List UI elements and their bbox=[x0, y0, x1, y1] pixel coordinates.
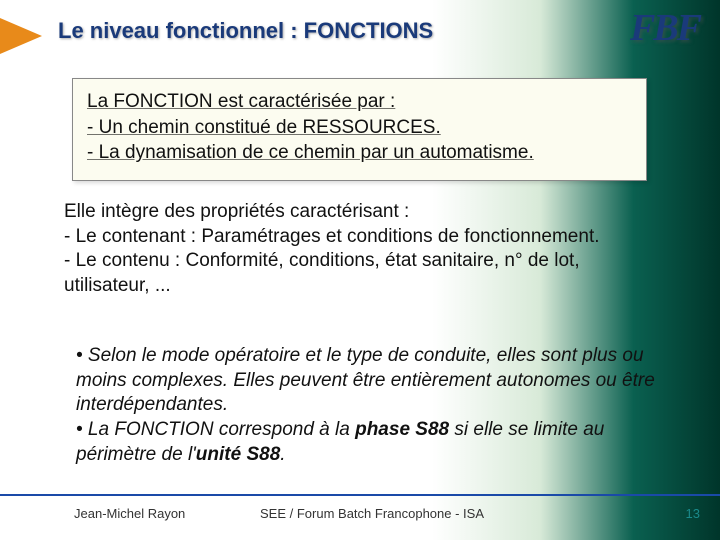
footer-center: SEE / Forum Batch Francophone - ISA bbox=[260, 506, 484, 521]
accent-triangle bbox=[0, 18, 42, 54]
box-line-3: - La dynamisation de ce chemin par un au… bbox=[87, 140, 632, 166]
unite-s88: unité S88 bbox=[196, 444, 280, 465]
box-line-1: La FONCTION est caractérisée par : bbox=[87, 89, 632, 115]
body2-bullet-2: • La FONCTION correspond à la phase S88 … bbox=[76, 418, 656, 467]
b2-part-c: . bbox=[280, 444, 285, 465]
body1-line-3: - Le contenu : Conformité, conditions, é… bbox=[64, 249, 654, 298]
notes-block: • Selon le mode opératoire et le type de… bbox=[76, 344, 656, 467]
slide-title: Le niveau fonctionnel : FONCTIONS bbox=[58, 18, 433, 44]
logo-fbf: FBF bbox=[630, 6, 700, 50]
b2-part-a: • La FONCTION correspond à la bbox=[76, 419, 355, 440]
footer-divider bbox=[0, 494, 720, 496]
box-line-2: - Un chemin constitué de RESSOURCES. bbox=[87, 115, 632, 141]
phase-s88: phase S88 bbox=[355, 419, 449, 440]
properties-block: Elle intègre des propriétés caractérisan… bbox=[64, 200, 654, 299]
footer-page-num: 13 bbox=[686, 506, 700, 521]
body1-line-2: - Le contenant : Paramétrages et conditi… bbox=[64, 225, 654, 250]
body1-line-1: Elle intègre des propriétés caractérisan… bbox=[64, 200, 654, 225]
body2-bullet-1: • Selon le mode opératoire et le type de… bbox=[76, 344, 656, 418]
footer-author: Jean-Michel Rayon bbox=[74, 506, 185, 521]
definition-box: La FONCTION est caractérisée par : - Un … bbox=[72, 78, 647, 181]
